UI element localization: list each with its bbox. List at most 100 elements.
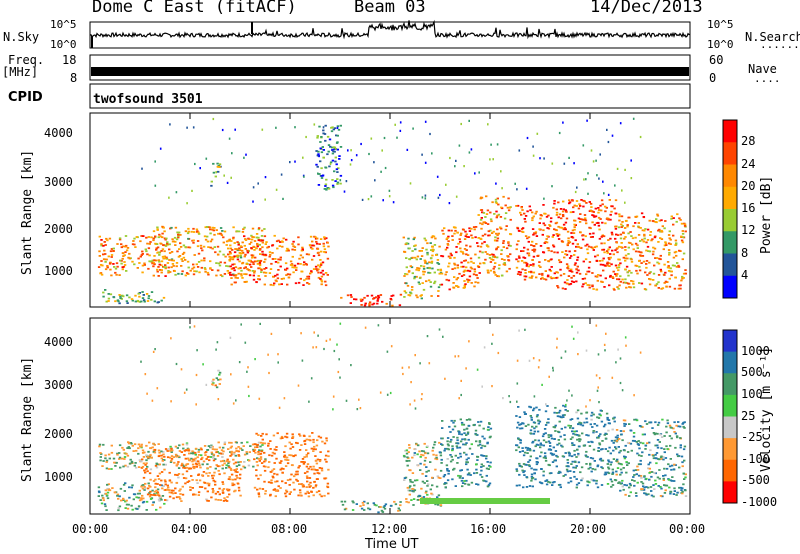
power-cell xyxy=(459,250,463,253)
power-cell xyxy=(163,250,166,253)
velocity-cell xyxy=(471,453,474,455)
velocity-cell xyxy=(146,456,150,458)
velocity-cell xyxy=(114,465,117,467)
power-cell xyxy=(600,280,603,283)
velocity-cell xyxy=(110,451,114,454)
power-cell xyxy=(660,219,663,222)
power-cell xyxy=(564,209,567,212)
power-cell xyxy=(363,296,366,299)
velocity-cell xyxy=(293,488,296,491)
velocity-cell xyxy=(235,465,239,468)
power-cell xyxy=(421,282,424,284)
power-cell xyxy=(558,131,561,135)
velocity-cell xyxy=(236,476,239,479)
velocity-cell xyxy=(527,423,530,426)
velocity-cell xyxy=(462,443,465,446)
power-cell xyxy=(429,285,433,288)
velocity-cell xyxy=(674,446,677,449)
velocity-cell xyxy=(144,373,147,376)
velocity-cell xyxy=(218,473,221,476)
velocity-cell xyxy=(525,464,528,466)
power-cell xyxy=(205,157,208,160)
velocity-cell xyxy=(612,417,615,420)
power-cell xyxy=(451,239,454,241)
power-cell xyxy=(531,259,534,261)
velocity-cell xyxy=(127,441,130,444)
velocity-cell xyxy=(178,444,181,447)
power-cell xyxy=(500,206,503,209)
power-cell xyxy=(484,251,487,253)
power-cell xyxy=(250,238,254,241)
power-cell xyxy=(588,232,592,235)
power-cell xyxy=(491,255,495,258)
power-cell xyxy=(588,201,591,203)
velocity-cell xyxy=(182,477,186,479)
power-cell xyxy=(214,175,217,178)
velocity-cell xyxy=(129,458,132,461)
velocity-cell xyxy=(592,431,595,434)
velocity-cell xyxy=(261,442,265,445)
velocity-cell xyxy=(215,448,218,451)
velocity-cell xyxy=(632,435,636,438)
velocity-cell xyxy=(295,478,298,481)
power-cell xyxy=(320,279,323,282)
power-cell xyxy=(336,126,339,129)
velocity-cell xyxy=(238,489,241,492)
velocity-cell xyxy=(446,447,449,450)
power-cell xyxy=(159,269,162,271)
velocity-cell xyxy=(635,441,638,443)
power-cell xyxy=(467,236,470,238)
power-cell xyxy=(479,262,482,265)
power-cell xyxy=(131,243,135,246)
velocity-cell xyxy=(404,449,407,452)
power-cell xyxy=(640,262,643,264)
velocity-cell xyxy=(272,468,276,470)
velocity-cell xyxy=(298,433,301,436)
power-cell xyxy=(389,297,392,300)
velocity-cell xyxy=(242,465,245,468)
velocity-cell xyxy=(233,469,236,471)
power-cell xyxy=(230,240,233,242)
velocity-cell xyxy=(200,448,203,451)
velocity-cell xyxy=(597,447,600,449)
velocity-cell xyxy=(126,447,129,449)
power-cell xyxy=(656,261,659,264)
power-cell xyxy=(305,277,308,280)
power-cell xyxy=(238,247,241,250)
velocity-cell xyxy=(237,450,240,453)
power-cell xyxy=(670,215,673,218)
power-cell xyxy=(636,244,639,247)
power-cell xyxy=(331,179,334,181)
velocity-cell xyxy=(361,501,365,504)
velocity-cell xyxy=(536,457,539,460)
velocity-cell xyxy=(540,451,543,454)
power-cell xyxy=(158,251,161,254)
power-cell xyxy=(234,266,238,269)
power-cell xyxy=(591,247,594,250)
velocity-cell xyxy=(453,425,457,428)
velocity-cell xyxy=(650,490,653,492)
power-cell xyxy=(339,146,343,148)
power-cell xyxy=(234,281,237,284)
velocity-cell xyxy=(160,471,164,473)
power-cell xyxy=(576,243,579,245)
velocity-cell xyxy=(615,470,618,473)
power-cell xyxy=(99,272,102,275)
velocity-cell xyxy=(684,476,687,479)
velocity-cell xyxy=(259,474,262,477)
velocity-cell xyxy=(610,485,613,488)
power-cell xyxy=(608,246,611,249)
velocity-cell xyxy=(219,452,223,455)
power-cell xyxy=(643,229,646,232)
velocity-cell xyxy=(683,427,686,429)
velocity-cell xyxy=(143,469,146,472)
power-cell xyxy=(557,225,560,228)
power-cell xyxy=(331,146,334,149)
velocity-cell xyxy=(451,447,454,450)
velocity-cell xyxy=(104,505,107,508)
power-cell xyxy=(152,230,156,233)
velocity-cell xyxy=(531,425,534,428)
velocity-cell xyxy=(174,492,177,494)
power-cell xyxy=(402,236,405,239)
power-cell xyxy=(460,275,464,277)
